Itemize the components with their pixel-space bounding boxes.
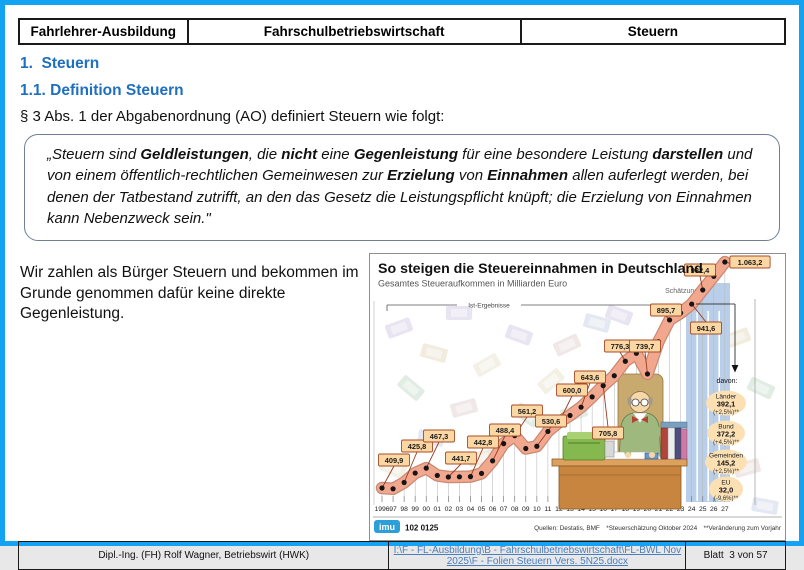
svg-text:600,0: 600,0 [563,386,582,395]
tax-revenue-chart-svg: Ist-Ergebnisse Schätzung* 1996 97 98 99 00 01 02… [369,253,786,542]
svg-text:(+2,5%)**: (+2,5%)** [713,410,740,416]
svg-text:12: 12 [555,506,563,513]
svg-text:(-9,6%)**: (-9,6%)** [714,496,739,502]
svg-text:895,7: 895,7 [657,306,676,315]
svg-text:27: 27 [721,506,729,513]
svg-text:07: 07 [500,506,508,513]
svg-text:17: 17 [610,506,618,513]
subsection-heading: 1.1. Definition Steuern [20,82,184,99]
svg-text:776,3: 776,3 [611,342,630,351]
footer-file-path[interactable]: I:\F - FL-Ausbildung\B - Fahrschulbetrie… [393,544,682,567]
svg-text:1996: 1996 [374,506,389,513]
svg-text:13: 13 [566,506,574,513]
svg-text:davon:: davon: [716,378,737,385]
svg-text:18: 18 [622,506,630,513]
svg-text:442,8: 442,8 [474,438,493,447]
definition-quote-text: „Steuern sind Geldleistungen, die nicht … [47,146,753,227]
svg-text:32,0: 32,0 [719,486,733,495]
svg-text:03: 03 [456,506,464,513]
svg-text:EU: EU [721,480,730,487]
svg-text:98: 98 [400,506,408,513]
intro-text: § 3 Abs. 1 der Abgabenordnung (AO) defin… [20,108,445,125]
svg-text:imu: imu [379,522,395,532]
header-topic: Steuern [519,18,787,45]
svg-text:25: 25 [699,506,707,513]
svg-text:Bund: Bund [718,424,734,431]
svg-text:Schätzung*: Schätzung* [665,288,701,295]
svg-text:941,6: 941,6 [697,324,716,333]
svg-text:26: 26 [710,506,718,513]
svg-text:15: 15 [588,506,596,513]
svg-text:99: 99 [411,506,419,513]
svg-text:23: 23 [677,506,685,513]
svg-text:So steigen die Steuereinnahmen: So steigen die Steuereinnahmen in Deutsc… [378,261,703,277]
svg-text:19: 19 [633,506,641,513]
section-heading: 1. Steuern [20,55,100,72]
svg-text:01: 01 [434,506,442,513]
svg-text:(+4,5%)**: (+4,5%)** [713,440,740,446]
svg-text:1.063,2: 1.063,2 [738,258,763,267]
page-content: 1. Steuern 1.1. Definition Steuern § 3 A… [18,45,786,542]
svg-text:488,4: 488,4 [496,426,515,435]
svg-text:Gesamtes Steueraufkommen in Mi: Gesamtes Steueraufkommen in Milliarden E… [378,279,567,289]
footer-sheet-label: Blatt [703,550,724,562]
svg-text:372,2: 372,2 [717,430,736,439]
svg-text:08: 08 [511,506,519,513]
two-column-row: Wir zahlen als Bürger Steuern und bekomm… [20,253,786,542]
svg-text:425,8: 425,8 [408,442,427,451]
header-course: Fahrlehrer-Ausbildung [18,18,189,45]
footer-sheet-info: 3 von 57 [729,550,768,562]
svg-text:22: 22 [666,506,674,513]
svg-text:145,2: 145,2 [717,459,736,468]
svg-text:06: 06 [489,506,497,513]
body-text: Wir zahlen als Bürger Steuern und bekomm… [20,264,359,323]
svg-text:00: 00 [422,506,430,513]
svg-text:467,3: 467,3 [430,432,449,441]
svg-text:Gemeinden: Gemeinden [709,453,743,460]
svg-text:02: 02 [445,506,453,513]
svg-text:11: 11 [544,506,551,513]
tax-revenue-chart: Ist-Ergebnisse Schätzung* 1996 97 98 99 00 01 02… [369,253,786,542]
svg-text:102 0125: 102 0125 [405,524,439,533]
svg-text:14: 14 [577,506,585,513]
svg-text:16: 16 [599,506,607,513]
svg-text:409,9: 409,9 [385,456,404,465]
svg-text:530,6: 530,6 [542,417,561,426]
definition-quote-box: „Steuern sind Geldleistungen, die nicht … [24,134,780,242]
header-bar: Fahrlehrer-Ausbildung Fahrschulbetriebsw… [18,18,787,45]
svg-text:561,2: 561,2 [518,407,537,416]
svg-text:Quellen: Destatis, BMF *Steue: Quellen: Destatis, BMF *Steuerschätzung … [534,525,782,532]
svg-text:24: 24 [688,506,696,513]
svg-text:982,4: 982,4 [691,266,710,275]
svg-text:739,7: 739,7 [636,342,655,351]
svg-text:705,8: 705,8 [599,429,618,438]
svg-text:04: 04 [467,506,475,513]
svg-text:Länder: Länder [716,394,737,401]
svg-text:441,7: 441,7 [452,454,471,463]
svg-text:21: 21 [655,506,663,513]
svg-text:97: 97 [389,506,397,513]
header-subject: Fahrschulbetriebswirtschaft [186,18,522,45]
svg-text:09: 09 [522,506,530,513]
svg-text:643,6: 643,6 [581,373,600,382]
svg-text:(+2,5%)**: (+2,5%)** [713,469,740,475]
svg-text:Ist-Ergebnisse: Ist-Ergebnisse [468,303,510,310]
svg-text:20: 20 [644,506,652,513]
svg-text:10: 10 [533,506,541,513]
svg-text:392,1: 392,1 [717,400,736,409]
svg-text:05: 05 [478,506,486,513]
